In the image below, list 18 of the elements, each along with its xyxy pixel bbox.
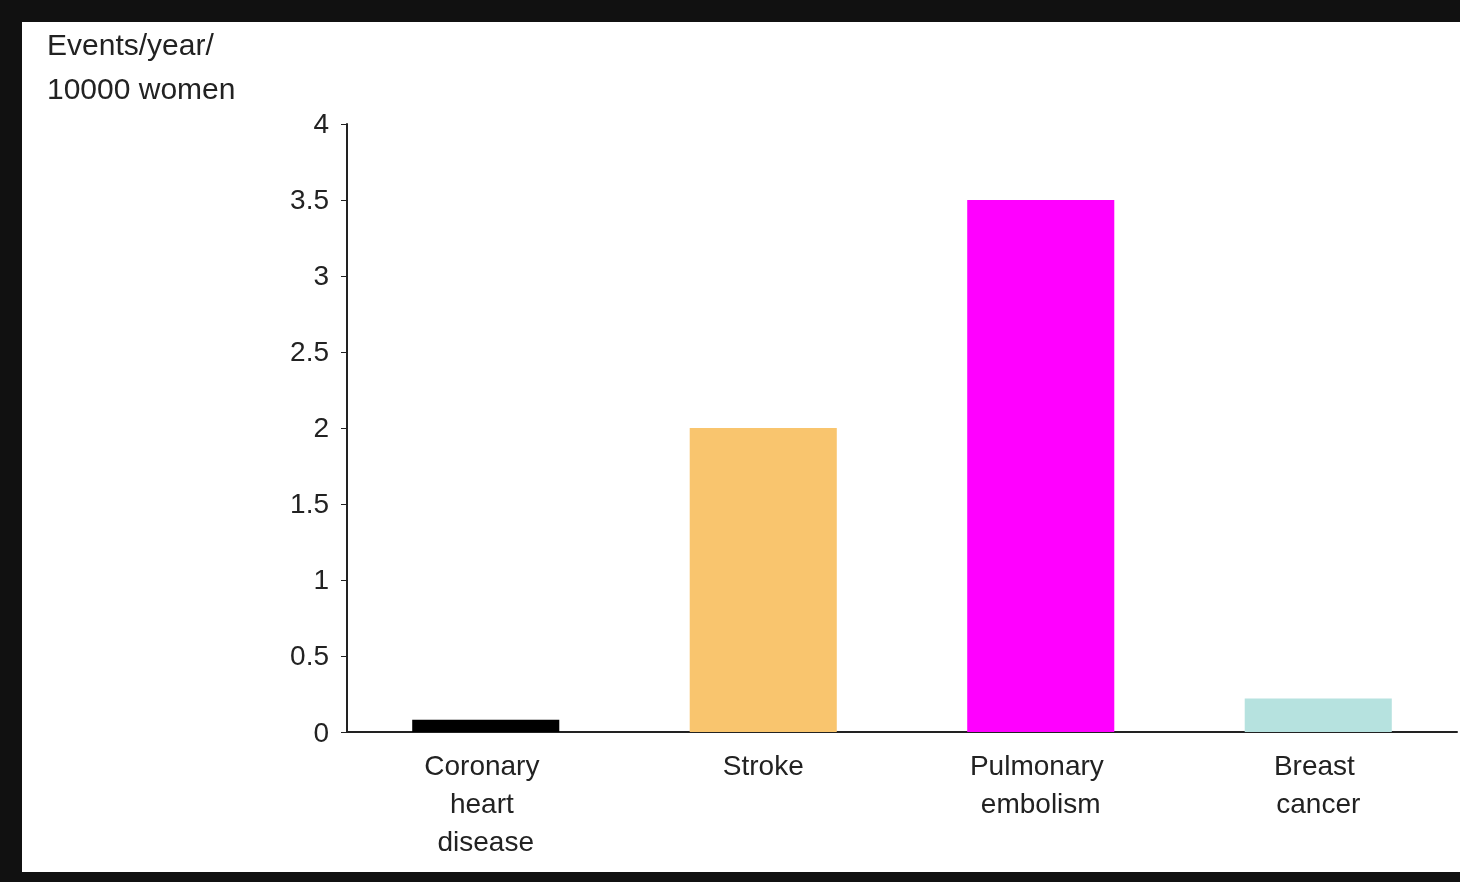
bar: [1244, 698, 1392, 732]
y-tick-label: 0.5: [290, 640, 329, 672]
bar: [412, 719, 560, 732]
bar: [967, 199, 1115, 732]
x-tick-label: Pulmonary embolism: [969, 749, 1112, 819]
y-tick-label: 1: [313, 564, 329, 596]
x-tick-label: Coronary heart disease: [424, 749, 548, 857]
y-tick-label: 2.5: [290, 336, 329, 368]
y-tick-label: 0: [313, 716, 329, 748]
y-tick-label: 4: [313, 108, 329, 140]
y-tick-label: 3: [313, 260, 329, 292]
y-tick-label: 2: [313, 412, 329, 444]
x-tick-label: Stroke: [722, 749, 804, 781]
y-tick-label: 3.5: [290, 184, 329, 216]
y-axis-title: Events/year/10000 women: [47, 27, 236, 105]
y-tick-label: 1.5: [290, 488, 329, 520]
bar: [689, 427, 837, 732]
x-tick-label: Breast cancer: [1273, 749, 1363, 819]
